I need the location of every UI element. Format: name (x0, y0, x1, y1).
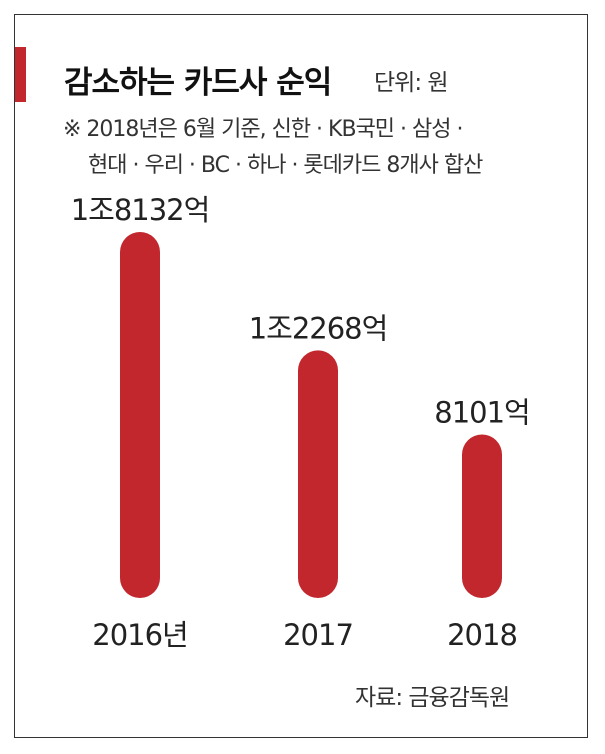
note-line-1: ※ 2018년은 6월 기준, 신한 · KB국민 · 삼성 · (63, 117, 463, 142)
chart-frame: 감소하는 카드사 순익 단위: 원 ※ 2018년은 6월 기준, 신한 · K… (14, 14, 588, 738)
chart-title: 감소하는 카드사 순익 (64, 65, 332, 101)
note-line-2: 현대 · 우리 · BC · 하나 · 롯데카드 8개사 합산 (88, 153, 483, 178)
category-label-0: 2016년 (92, 618, 187, 652)
bar-2 (462, 434, 502, 598)
bar-chart: 1조8132억 2016년 1조2268억 2017 8101억 2018 (71, 193, 531, 652)
value-label-0: 1조8132억 (71, 193, 210, 227)
unit-label: 단위: 원 (374, 70, 449, 96)
bar-0 (120, 232, 160, 598)
source-label: 자료: 금융감독원 (355, 685, 510, 711)
title-accent-bar (15, 47, 26, 102)
bar-1 (298, 350, 338, 598)
value-label-2: 8101억 (434, 395, 529, 429)
category-label-2: 2018 (447, 618, 517, 652)
value-label-1: 1조2268억 (249, 311, 388, 345)
category-label-1: 2017 (283, 618, 353, 652)
